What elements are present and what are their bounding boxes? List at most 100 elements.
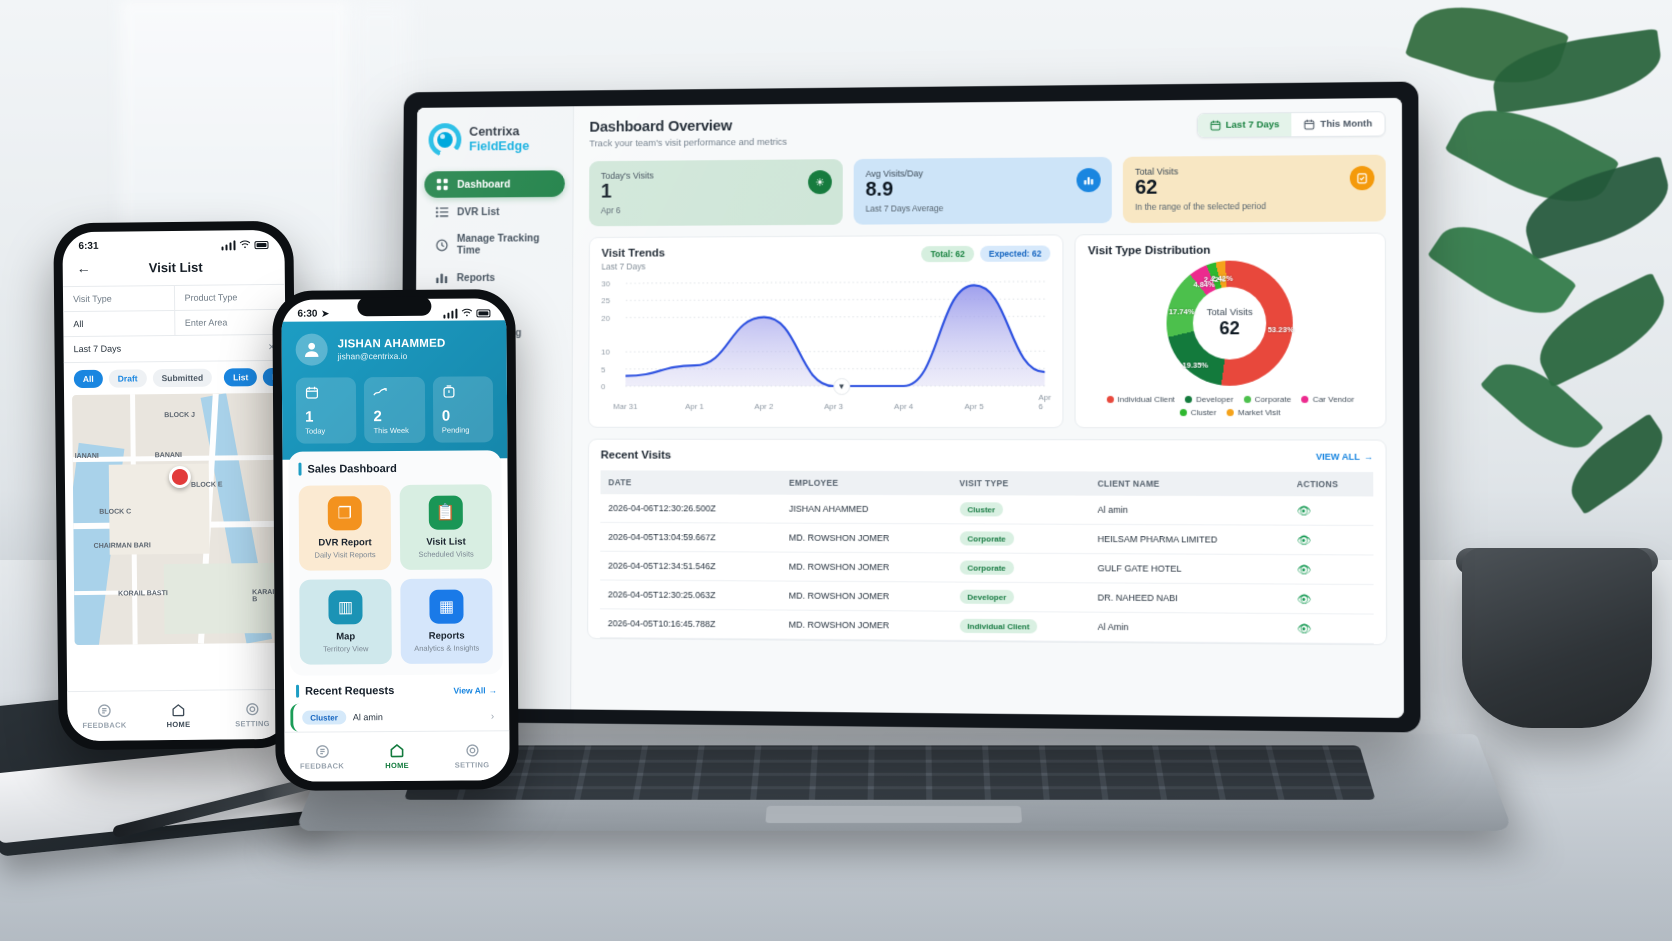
signal-icon bbox=[220, 239, 236, 251]
tab-label: FEEDBACK bbox=[299, 760, 345, 771]
sidebar-item-dvr-list[interactable]: DVR List bbox=[424, 198, 565, 225]
stat-value: 1 bbox=[600, 180, 612, 203]
visit-employee: MD. ROWSHON JOMER bbox=[780, 610, 952, 641]
badge-expected: Expected: 62 bbox=[979, 245, 1051, 262]
main-content: Dashboard Overview Track your team's vis… bbox=[571, 98, 1404, 718]
quick-action-tile-dvr-report[interactable]: ❐ DVR Report Daily Visit Reports bbox=[298, 485, 392, 571]
sidebar-item-reports[interactable]: Reports bbox=[424, 264, 565, 291]
stat-card-todays-visits: Today's Visits 1 Apr 6 ☀ bbox=[588, 159, 843, 227]
legend-item: Individual Client bbox=[1106, 394, 1175, 404]
filter-visit-type-value[interactable]: All bbox=[63, 311, 175, 337]
tab-setting[interactable]: SETTING bbox=[215, 690, 290, 740]
y-axis-tick: 5 bbox=[601, 364, 606, 374]
visit-type-cell: Corporate bbox=[951, 552, 1090, 583]
eye-icon[interactable]: 👁 bbox=[1296, 534, 1312, 547]
sun-icon: ☀ bbox=[808, 170, 832, 195]
map-view[interactable]: BLOCK J BANANI IANANI BLOCK E BLOCK C CH… bbox=[72, 392, 281, 646]
table-header-row: DATE EMPLOYEE VISIT TYPE CLIENT NAME ACTIONS bbox=[600, 470, 1374, 497]
recent-requests-view-all[interactable]: View All → bbox=[453, 685, 497, 695]
table-row[interactable]: 2026-04-05T10:16:45.788Z MD. ROWSHON JOME… bbox=[599, 608, 1374, 644]
tab-label: SETTING bbox=[235, 718, 270, 728]
recent-request-row[interactable]: Cluster Al amin › bbox=[290, 702, 504, 732]
visit-date: 2026-04-05T12:34:51.546Z bbox=[600, 551, 782, 582]
date-range-chip[interactable]: Last 7 Days ✕ bbox=[63, 335, 285, 362]
tab-home[interactable]: HOME bbox=[141, 691, 216, 741]
chip-draft[interactable]: Draft bbox=[108, 369, 147, 388]
calendar-icon bbox=[1304, 119, 1315, 130]
visit-trends-panel: Visit Trends Last 7 Days Total: 62 Expec… bbox=[588, 234, 1064, 429]
tile-title: DVR Report bbox=[318, 537, 372, 549]
brand-logo: Centrixa FieldEdge bbox=[417, 116, 573, 170]
chip-submitted[interactable]: Submitted bbox=[152, 368, 213, 388]
legend-color-dot bbox=[1226, 409, 1234, 417]
stat-cards: Today's Visits 1 Apr 6 ☀ Avg Visits/Day … bbox=[588, 154, 1386, 227]
table-row[interactable]: 2026-04-05T12:34:51.546Z MD. ROWSHON JOME… bbox=[600, 551, 1374, 585]
home-icon bbox=[172, 703, 185, 716]
tile-title: Reports bbox=[428, 630, 465, 642]
phone-notch bbox=[356, 296, 431, 317]
sidebar-item-dashboard[interactable]: Dashboard bbox=[424, 170, 565, 198]
range-last-7-days-button[interactable]: Last 7 Days bbox=[1197, 113, 1292, 138]
eye-icon[interactable]: 👁 bbox=[1297, 563, 1312, 577]
tab-feedback[interactable]: FEEDBACK bbox=[284, 732, 359, 782]
quick-action-tile-reports[interactable]: ▦ Reports Analytics & Insights bbox=[400, 578, 493, 664]
eye-icon[interactable]: 👁 bbox=[1297, 593, 1312, 606]
tab-label: SETTING bbox=[454, 759, 490, 770]
visit-actions-cell: 👁 bbox=[1288, 525, 1374, 555]
hero-stat-value: 1 bbox=[305, 408, 314, 426]
visit-client-name: GULF GATE HOTEL bbox=[1089, 553, 1289, 585]
visit-employee: MD. ROWSHON JOMER bbox=[781, 523, 952, 553]
stat-label: Avg Visits/Day bbox=[865, 168, 923, 179]
visit-date: 2026-04-06T12:30:26.500Z bbox=[600, 494, 782, 524]
calendar-icon bbox=[305, 386, 319, 399]
hero-stat-value: 2 bbox=[373, 408, 382, 426]
range-this-month-button[interactable]: This Month bbox=[1292, 112, 1385, 136]
page-title: Dashboard Overview bbox=[589, 117, 732, 136]
x-axis-tick: Apr 1 bbox=[685, 402, 704, 411]
tab-home[interactable]: HOME bbox=[359, 732, 434, 782]
quick-action-tile-map[interactable]: ▥ Map Territory View bbox=[299, 579, 392, 665]
legend-label: Individual Client bbox=[1117, 394, 1175, 404]
user-email: jishan@centrixa.io bbox=[337, 350, 408, 361]
donut-slice-label: 53.23% bbox=[1267, 324, 1294, 334]
tab-feedback[interactable]: FEEDBACK bbox=[67, 691, 142, 741]
eye-icon[interactable]: 👁 bbox=[1297, 622, 1312, 636]
filter-visit-type-label: Visit Type bbox=[62, 286, 175, 312]
tab-setting[interactable]: SETTING bbox=[434, 731, 509, 781]
x-axis-tick: Apr 5 bbox=[964, 401, 984, 412]
request-type-tag: Cluster bbox=[302, 710, 346, 725]
phone-left-chip-bar: All Draft Submitted List Map bbox=[64, 361, 290, 395]
visit-actions-cell: 👁 bbox=[1288, 496, 1374, 526]
arrow-left-icon[interactable]: ← bbox=[76, 259, 91, 277]
visit-actions-cell: 👁 bbox=[1288, 613, 1374, 644]
stat-label: Total Visits bbox=[1135, 166, 1179, 177]
status-time: 6:31 bbox=[78, 240, 99, 253]
table-row[interactable]: 2026-04-06T12:30:26.500Z JISHAN AHAMMED Cl… bbox=[600, 494, 1374, 526]
sidebar-item-manage-tracking-time[interactable]: Manage Tracking Time bbox=[424, 225, 565, 263]
y-axis-tick: 20 bbox=[601, 313, 610, 323]
arrow-right-icon: → bbox=[1363, 451, 1374, 462]
visit-client-name: Al Amin bbox=[1089, 612, 1289, 643]
user-block: JISHAN AHAMMED jishan@centrixa.io bbox=[295, 332, 493, 366]
laptop-trackpad bbox=[765, 805, 1023, 823]
user-name: JISHAN AHAMMED bbox=[337, 337, 446, 350]
legend-item: Market Visit bbox=[1226, 408, 1280, 417]
map-pin[interactable] bbox=[168, 465, 192, 489]
chip-all[interactable]: All bbox=[73, 369, 103, 389]
tile-subtitle: Scheduled Visits bbox=[418, 549, 474, 559]
stat-value: 8.9 bbox=[865, 178, 894, 201]
chip-list[interactable]: List bbox=[224, 368, 258, 387]
stat-card-avg-visits-per-day: Avg Visits/Day 8.9 Last 7 Days Average bbox=[853, 156, 1112, 225]
phone-front-tab-bar: FEEDBACK HOME SETTING bbox=[284, 730, 510, 782]
view-all-button[interactable]: VIEW ALL → bbox=[1316, 452, 1373, 462]
clipboard-icon: 📋 bbox=[428, 495, 463, 530]
quick-action-tile-visit-list[interactable]: 📋 Visit List Scheduled Visits bbox=[399, 484, 493, 570]
legend-label: Corporate bbox=[1254, 394, 1292, 404]
table-row[interactable]: 2026-04-05T13:04:59.667Z MD. ROWSHON JOME… bbox=[600, 522, 1374, 555]
filter-product-type-input[interactable]: Enter Area bbox=[184, 317, 228, 328]
visit-type-cell: Corporate bbox=[951, 523, 1090, 554]
eye-icon[interactable]: 👁 bbox=[1296, 504, 1312, 518]
gear-icon bbox=[246, 702, 259, 715]
recent-visits-title: Recent Visits bbox=[600, 449, 672, 462]
chevron-right-icon: › bbox=[490, 710, 495, 722]
